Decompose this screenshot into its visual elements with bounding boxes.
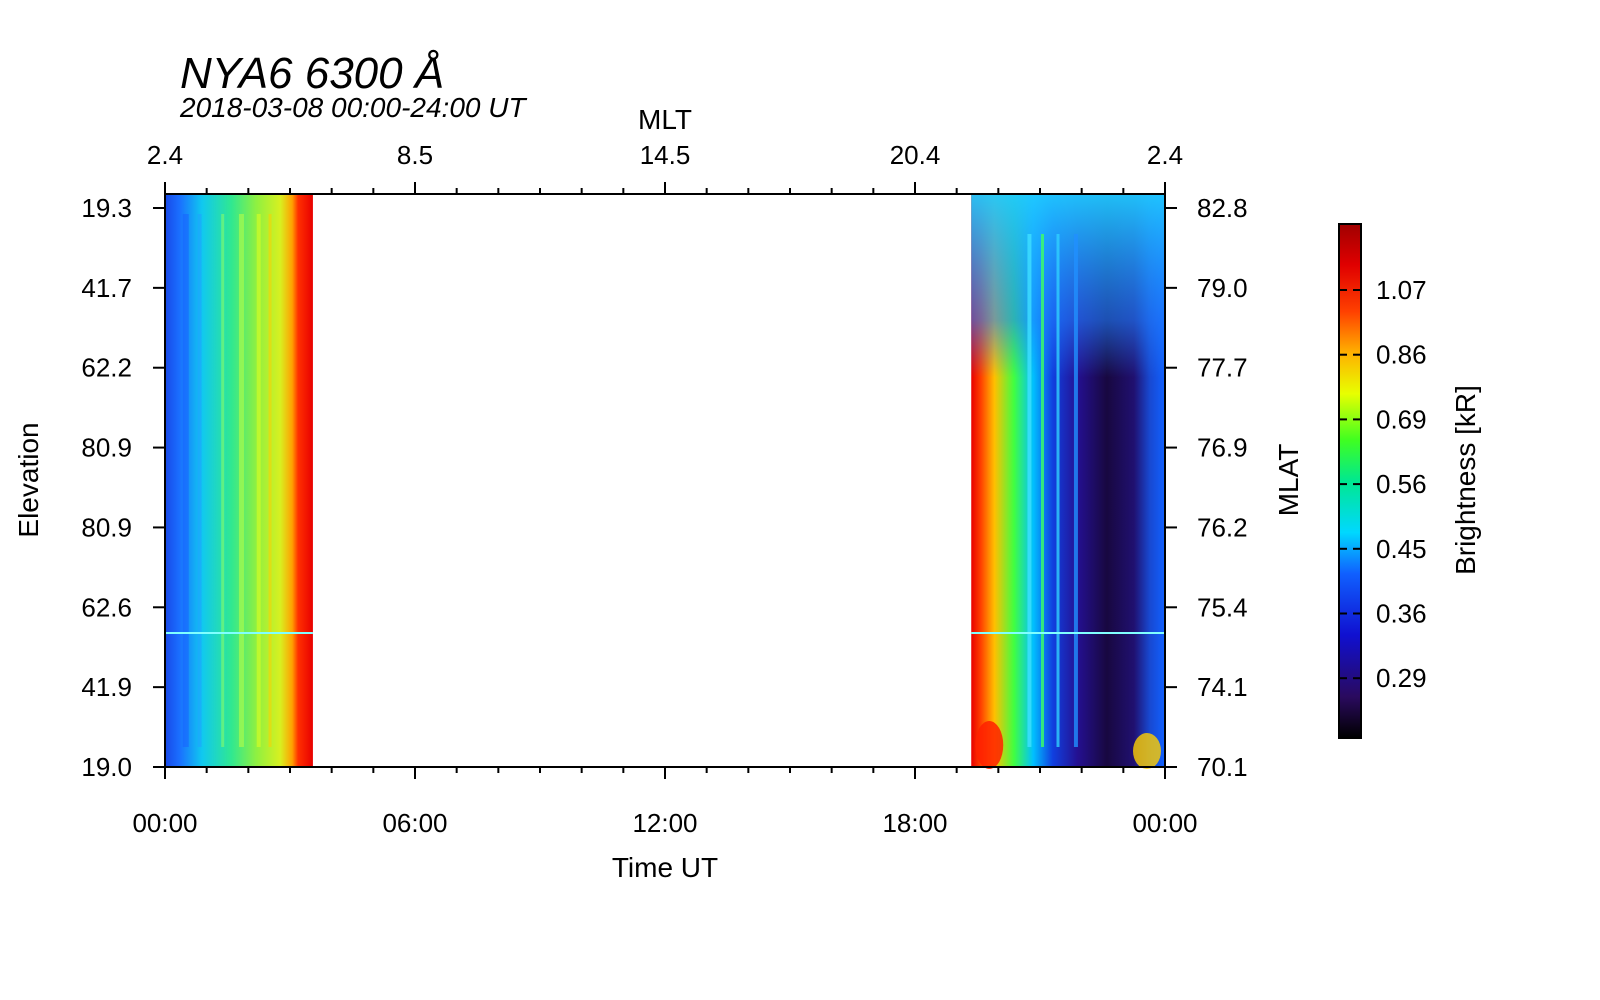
top-axis-label: MLT (638, 104, 692, 135)
y-left-tick-label: 41.7 (81, 273, 132, 303)
streak (238, 214, 244, 747)
streak (221, 214, 225, 747)
y-left-tick-label: 62.6 (81, 592, 132, 622)
streak (1027, 234, 1032, 747)
colorbar (1338, 223, 1362, 739)
y-right-tick-label: 74.1 (1197, 672, 1248, 702)
data-block-2-top (971, 194, 1165, 767)
y-right-tick-label: 82.8 (1197, 193, 1248, 223)
colorbar-tick-label: 0.86 (1376, 340, 1427, 370)
x-tick-labels: 00:00 06:00 12:00 18:00 00:00 (132, 808, 1197, 838)
top-tick-labels: 2.4 8.5 14.5 20.4 2.4 (147, 140, 1183, 170)
colorbar-tick-label: 0.56 (1376, 469, 1427, 499)
x-tick-label: 00:00 (132, 808, 197, 838)
y-left-tick-label: 62.2 (81, 353, 132, 383)
x-axis-label: Time UT (612, 852, 718, 883)
streak (182, 214, 189, 747)
colorbar-tick-label: 0.36 (1376, 599, 1427, 629)
top-tick-label: 2.4 (1147, 140, 1183, 170)
y-left-tick-label: 80.9 (81, 433, 132, 463)
y-left-tick-label: 19.0 (81, 752, 132, 782)
heatmap-area (165, 194, 1165, 769)
streak (1073, 234, 1078, 747)
y-right-tick-label: 76.2 (1197, 512, 1248, 542)
colorbar-tick-label: 0.69 (1376, 404, 1427, 434)
top-tick-label: 2.4 (147, 140, 183, 170)
colorbar-tick-label: 1.07 (1376, 275, 1427, 305)
blob (975, 721, 1004, 769)
streak (268, 214, 272, 747)
y-left-tick-label: 41.9 (81, 672, 132, 702)
top-tick-label: 14.5 (640, 140, 691, 170)
streak (197, 214, 202, 747)
colorbar-tick-labels: 1.07 0.86 0.69 0.56 0.45 0.36 0.29 (1339, 275, 1427, 693)
streak (256, 214, 261, 747)
y-left-tick-label: 80.9 (81, 512, 132, 542)
colorbar-tick-label: 0.29 (1376, 663, 1427, 693)
top-tick-label: 20.4 (890, 140, 941, 170)
axes (153, 182, 1177, 779)
y-right-tick-label: 75.4 (1197, 592, 1248, 622)
streak (1041, 234, 1044, 747)
y-right-tick-label: 76.9 (1197, 433, 1248, 463)
colorbar-label: Brightness [kR] (1450, 385, 1481, 575)
y-right-tick-label: 79.0 (1197, 273, 1248, 303)
x-tick-label: 12:00 (632, 808, 697, 838)
y-axis-label-right: MLAT (1273, 444, 1304, 517)
chart-title: NYA6 6300 Å (180, 49, 444, 98)
y-right-tick-label: 70.1 (1197, 752, 1248, 782)
y-axis-label-left: Elevation (13, 422, 44, 537)
chart-subtitle: 2018-03-08 00:00-24:00 UT (179, 92, 527, 123)
blob (1133, 733, 1161, 769)
y-right-tick-label: 77.7 (1197, 353, 1248, 383)
y-left-tick-labels: 19.3 41.7 62.2 80.9 80.9 62.6 41.9 19.0 (81, 193, 132, 782)
x-tick-label: 18:00 (882, 808, 947, 838)
x-tick-label: 00:00 (1132, 808, 1197, 838)
colorbar-tick-label: 0.45 (1376, 534, 1427, 564)
top-tick-label: 8.5 (397, 140, 433, 170)
y-right-tick-labels: 82.8 79.0 77.7 76.9 76.2 75.4 74.1 70.1 (1197, 193, 1248, 782)
y-left-tick-label: 19.3 (81, 193, 132, 223)
streak (1056, 234, 1060, 747)
x-tick-label: 06:00 (382, 808, 447, 838)
